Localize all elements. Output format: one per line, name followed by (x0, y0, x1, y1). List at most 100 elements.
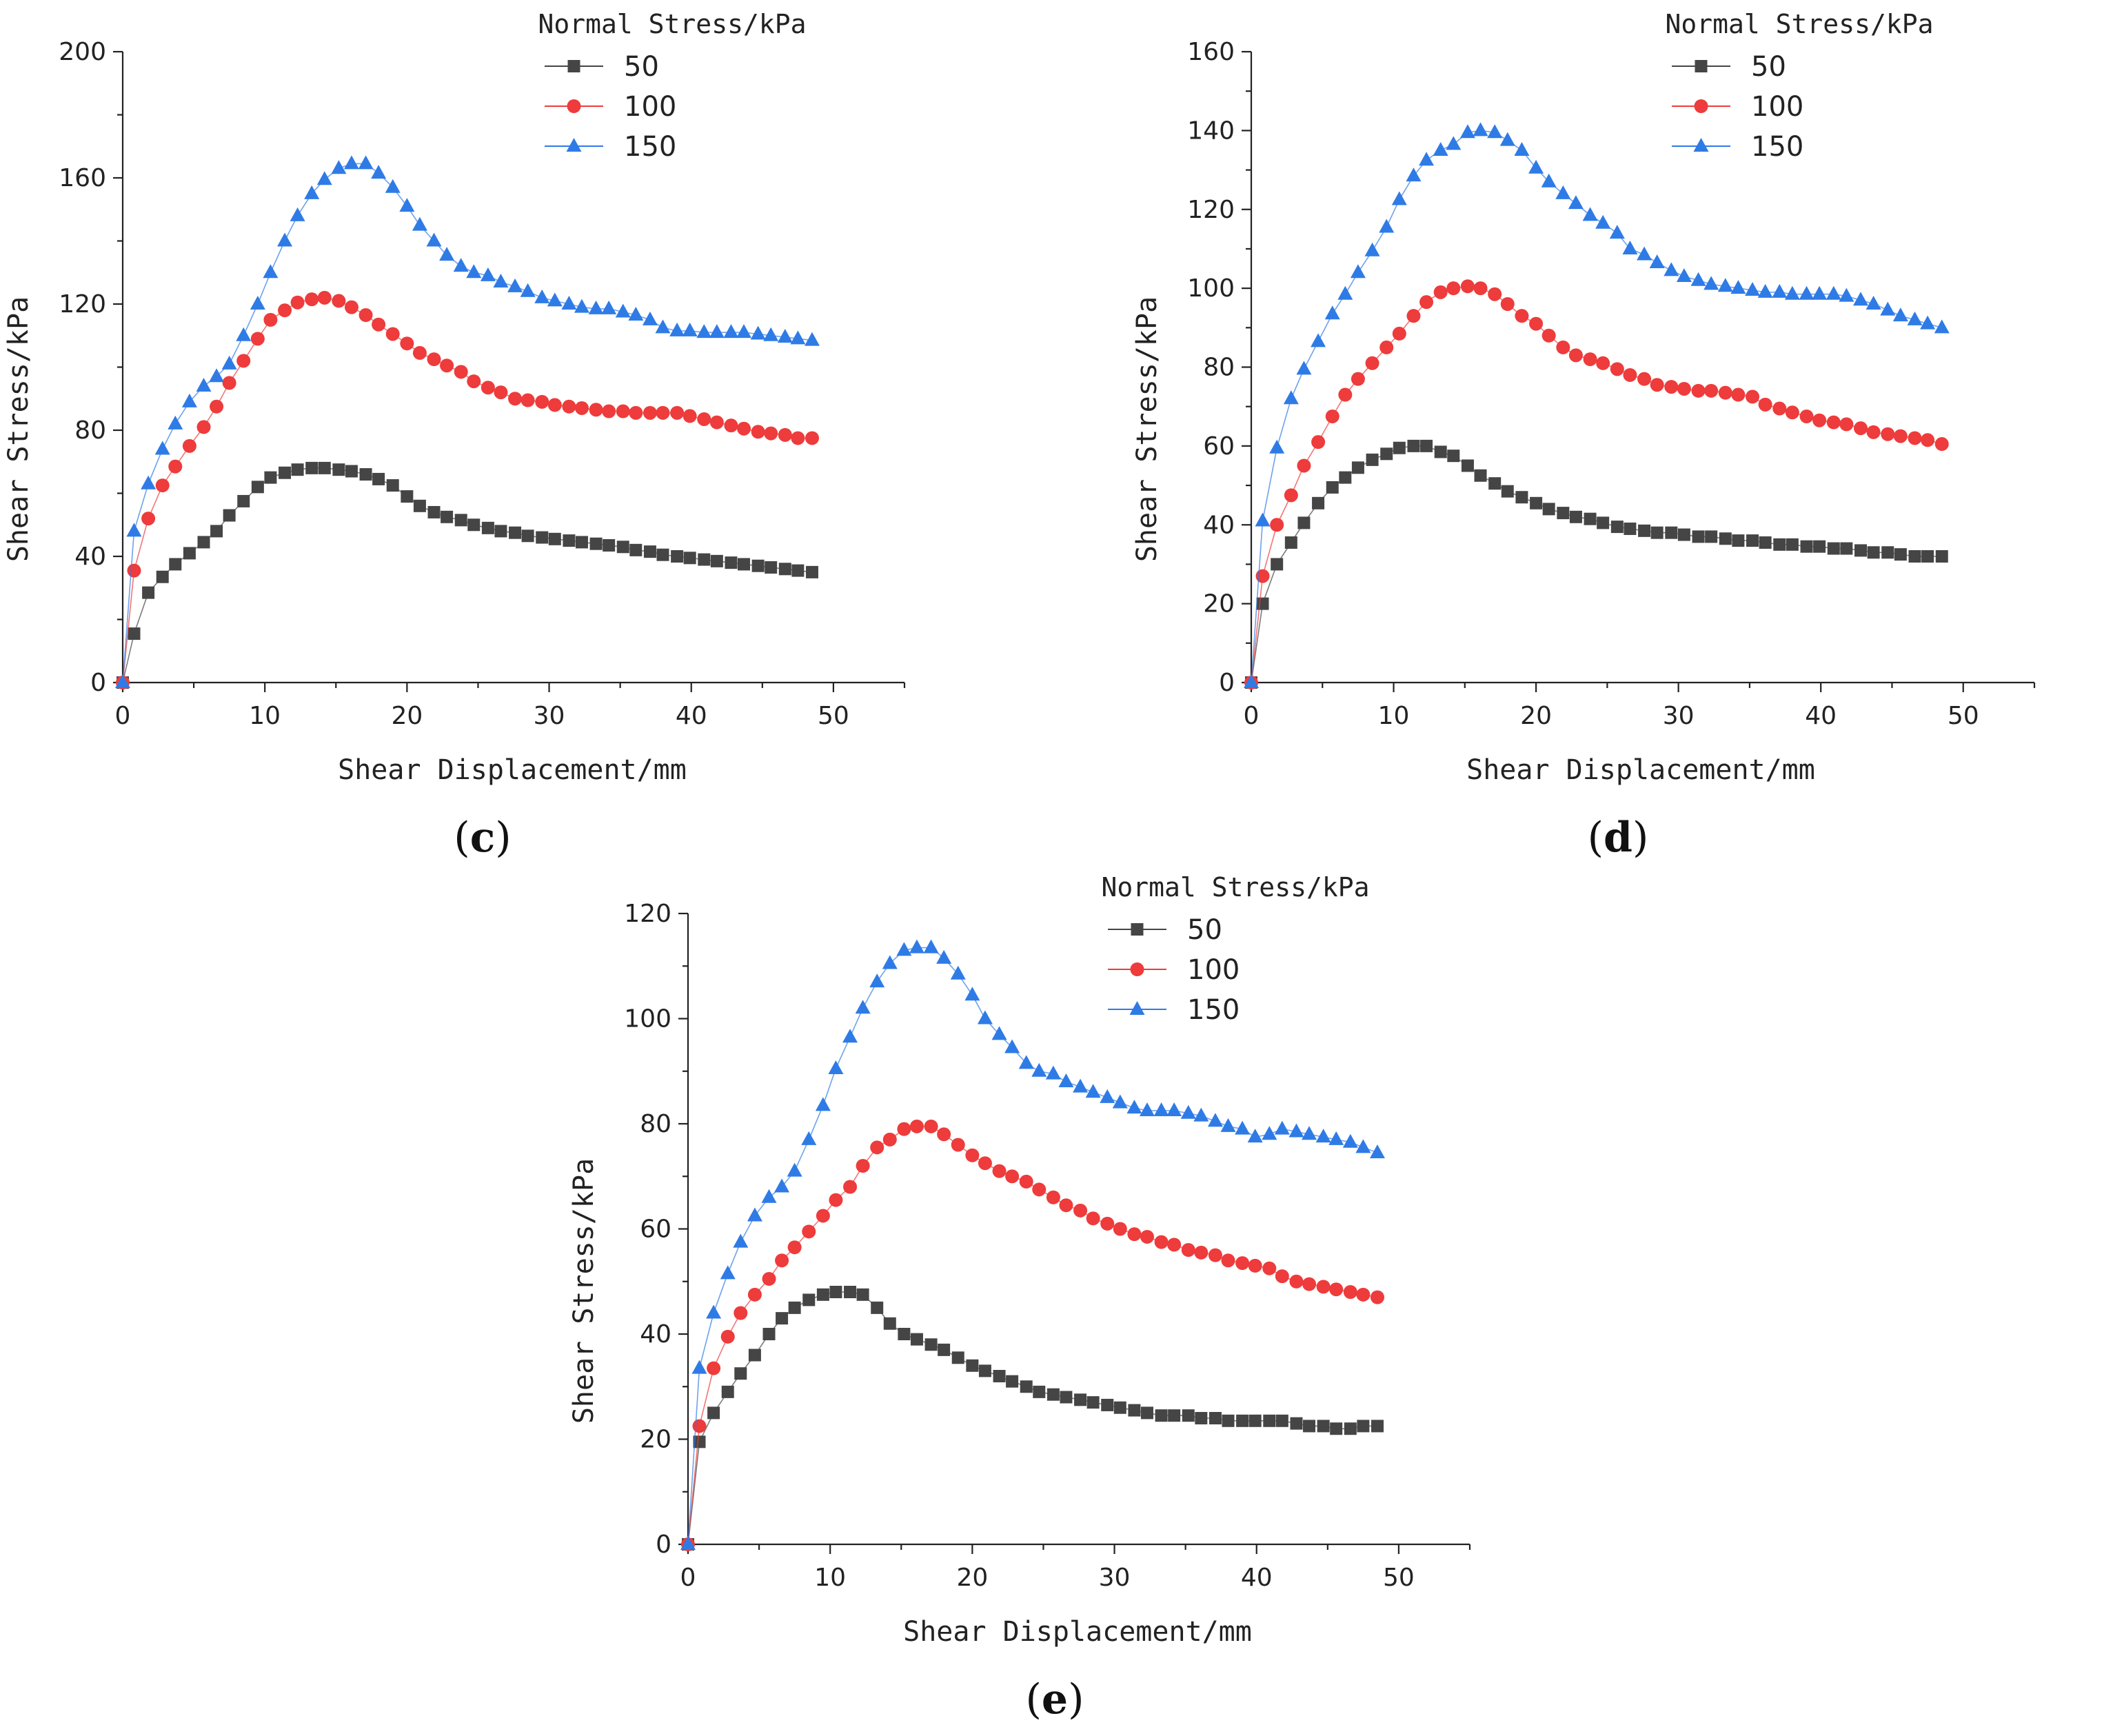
data-point-150 (1166, 1102, 1182, 1116)
data-point-150 (1920, 315, 1936, 330)
data-point-150 (547, 292, 563, 307)
data-point-150 (842, 1029, 858, 1043)
data-point-50 (1326, 481, 1339, 494)
data-point-50 (413, 499, 426, 512)
legend-label-100: 100 (1751, 91, 1803, 123)
data-point-50 (1060, 1391, 1073, 1404)
data-point-100 (1270, 518, 1284, 532)
data-point-100 (1488, 287, 1502, 301)
data-point-50 (494, 525, 507, 538)
data-point-100 (1262, 1261, 1277, 1275)
data-point-50 (1461, 459, 1474, 472)
data-point-50 (629, 543, 643, 556)
data-point-100 (1316, 1280, 1331, 1294)
data-point-50 (829, 1286, 842, 1298)
data-point-150 (777, 329, 793, 343)
data-point-100 (1379, 340, 1394, 354)
data-point-50 (264, 471, 277, 484)
data-point-100 (656, 405, 670, 420)
data-point-100 (1297, 458, 1311, 473)
legend-marker-100 (1130, 962, 1144, 976)
data-point-50 (1610, 521, 1624, 534)
series-50 (682, 1286, 1384, 1551)
data-point-50 (332, 463, 345, 476)
panel-label: (c) (454, 814, 511, 862)
data-point-100 (574, 401, 589, 415)
y-tick-label: 0 (656, 1531, 671, 1559)
data-point-100 (1046, 1190, 1060, 1204)
data-point-50 (856, 1288, 869, 1301)
data-point-150 (733, 1233, 749, 1248)
data-point-100 (1329, 1282, 1344, 1297)
data-point-150 (1582, 207, 1598, 221)
data-point-100 (535, 394, 549, 409)
data-point-150 (761, 1189, 777, 1203)
data-point-50 (1155, 1409, 1168, 1422)
data-point-150 (426, 232, 442, 247)
x-tick-label: 50 (818, 702, 849, 730)
data-point-100 (1541, 328, 1556, 343)
data-point-150 (316, 171, 332, 185)
data-point-150 (1311, 333, 1326, 347)
data-point-100 (332, 294, 346, 308)
y-tick-label: 120 (1187, 196, 1235, 224)
data-point-50 (427, 505, 441, 518)
data-point-150 (1058, 1073, 1074, 1087)
data-point-50 (536, 531, 549, 544)
data-point-150 (1085, 1084, 1101, 1098)
data-point-50 (1921, 550, 1934, 563)
x-tick-label: 30 (1099, 1564, 1131, 1592)
data-point-100 (978, 1156, 992, 1171)
data-point-100 (1059, 1198, 1073, 1213)
data-point-150 (706, 1304, 722, 1319)
data-point-100 (1154, 1235, 1169, 1249)
data-point-150 (1274, 1120, 1290, 1135)
data-point-100 (1866, 425, 1881, 439)
data-point-150 (682, 322, 698, 336)
legend-label-100: 100 (624, 91, 676, 123)
data-point-50 (1759, 536, 1772, 549)
data-point-100 (494, 385, 508, 400)
data-point-150 (790, 330, 806, 345)
data-point-150 (115, 674, 130, 688)
legend-marker-150 (1129, 1001, 1145, 1015)
data-point-100 (1583, 352, 1597, 367)
data-point-150 (1730, 280, 1746, 294)
y-axis-title: Shear Stress/kPa (1131, 296, 1163, 562)
data-point-100 (1758, 397, 1772, 412)
data-point-50 (1303, 1420, 1316, 1433)
data-point-50 (1290, 1417, 1303, 1430)
series-line-50 (687, 1291, 1377, 1545)
data-point-100 (1826, 415, 1841, 430)
data-point-100 (1248, 1258, 1262, 1273)
data-point-150 (923, 939, 939, 953)
data-point-50 (707, 1406, 720, 1420)
data-point-150 (561, 296, 577, 310)
data-point-100 (236, 354, 251, 368)
data-point-150 (1907, 311, 1923, 325)
data-point-100 (616, 404, 630, 418)
data-point-50 (1236, 1414, 1249, 1427)
data-point-100 (897, 1122, 911, 1136)
x-tick-label: 50 (1948, 702, 1979, 730)
data-point-100 (1351, 372, 1365, 386)
y-tick-label: 160 (1187, 38, 1235, 66)
data-point-50 (844, 1286, 857, 1298)
data-point-50 (197, 536, 210, 549)
data-point-150 (1555, 185, 1571, 199)
data-point-50 (1665, 526, 1678, 539)
series-line-150 (1251, 130, 1942, 683)
data-point-100 (787, 1240, 802, 1255)
data-point-100 (1556, 340, 1570, 354)
data-point-150 (1568, 195, 1584, 210)
data-point-100 (1289, 1274, 1304, 1289)
data-point-50 (802, 1293, 816, 1306)
data-point-50 (1271, 558, 1284, 571)
data-point-50 (671, 550, 684, 563)
data-point-50 (805, 565, 818, 578)
data-point-50 (1330, 1422, 1343, 1435)
data-point-50 (1501, 485, 1514, 498)
x-tick-label: 40 (1241, 1564, 1273, 1592)
data-point-50 (966, 1359, 979, 1372)
